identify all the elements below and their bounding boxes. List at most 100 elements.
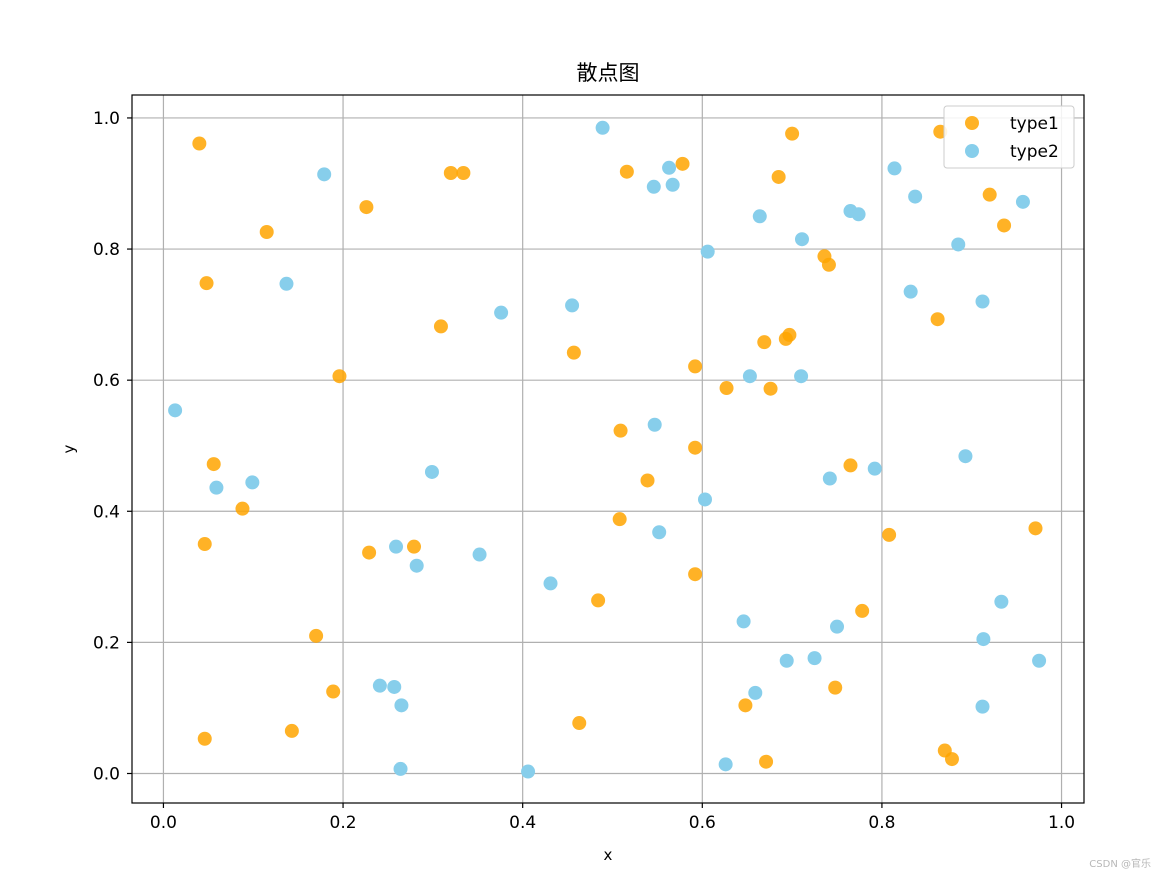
type2-point: [742, 369, 757, 384]
grid-lines: [132, 95, 1084, 803]
type1-point: [828, 680, 843, 695]
x-tick-label: 0.8: [868, 813, 895, 833]
type1-point: [197, 537, 212, 552]
type1-point: [688, 359, 703, 374]
type1-point: [785, 126, 800, 141]
type1-point: [640, 473, 655, 488]
type2-point: [903, 284, 918, 299]
type2-point: [409, 558, 424, 573]
type2-point: [958, 449, 973, 464]
type1-point: [309, 628, 324, 643]
type1-point: [206, 457, 221, 472]
type2-point: [822, 471, 837, 486]
type2-point: [951, 237, 966, 252]
type2-point: [887, 161, 902, 176]
type2-point: [393, 761, 408, 776]
type1-point: [997, 218, 1012, 233]
type1-point: [612, 512, 627, 527]
y-tick-label: 0.2: [93, 633, 120, 653]
type1-point: [1028, 521, 1043, 536]
y-tick-label: 0.6: [93, 371, 120, 391]
y-tick-label: 0.4: [93, 502, 120, 522]
type1-point: [456, 166, 471, 181]
type1-point: [688, 440, 703, 455]
type2-point: [472, 547, 487, 562]
x-tick-label: 1.0: [1048, 813, 1075, 833]
type2-point: [867, 461, 882, 476]
type1-point: [192, 136, 207, 151]
type2-point: [652, 525, 667, 540]
x-axis-label: x: [604, 846, 613, 864]
type2-point: [700, 244, 715, 259]
type2-point: [494, 305, 509, 320]
type2-point: [697, 492, 712, 507]
legend-label-type2: type2: [1010, 142, 1059, 162]
type2-point: [209, 480, 224, 495]
type2-point: [565, 298, 580, 313]
type1-point: [675, 156, 690, 171]
x-tick-label: 0.0: [150, 813, 177, 833]
type1-point: [613, 423, 628, 438]
type1-point: [944, 752, 959, 767]
chart-title: 散点图: [577, 61, 640, 85]
type1-point: [719, 381, 734, 396]
type2-point: [543, 576, 558, 591]
type2-point: [851, 207, 866, 222]
type2-point: [1032, 653, 1047, 668]
type2-point: [168, 403, 183, 418]
type1-point: [199, 276, 214, 291]
type1-point: [688, 567, 703, 582]
type2-point: [794, 232, 809, 247]
type1-point: [443, 166, 458, 181]
type1-point: [197, 731, 212, 746]
type1-point: [332, 369, 347, 384]
type1-point: [759, 754, 774, 769]
y-axis-label: y: [60, 444, 78, 453]
type1-point: [566, 345, 581, 360]
type1-point: [882, 527, 897, 542]
type1-point: [235, 501, 250, 516]
type1-point: [572, 716, 587, 731]
type2-point: [994, 594, 1009, 609]
type1-point: [930, 312, 945, 327]
type1-point: [591, 593, 606, 608]
type2-point: [748, 685, 763, 700]
type1-point: [362, 545, 377, 560]
type2-point: [665, 177, 680, 192]
data-points: [168, 120, 1047, 779]
type2-point: [908, 189, 923, 204]
type1-point: [855, 603, 870, 618]
legend-marker-type1: [965, 116, 979, 130]
y-tick-label: 1.0: [93, 109, 120, 129]
y-tick-label: 0.8: [93, 240, 120, 260]
type1-point: [326, 684, 341, 699]
type2-point: [1015, 194, 1030, 209]
type2-point: [752, 209, 767, 224]
type1-point: [259, 225, 274, 240]
type1-point: [982, 187, 997, 202]
type1-point: [821, 257, 836, 272]
type2-point: [975, 699, 990, 714]
x-tick-label: 0.4: [509, 813, 536, 833]
type2-point: [372, 678, 387, 693]
type2-point: [389, 539, 404, 554]
type1-point: [843, 458, 858, 473]
type2-point: [718, 757, 733, 772]
type1-point: [359, 200, 374, 215]
legend: type1 type2: [943, 105, 1075, 169]
type2-point: [646, 179, 661, 194]
type1-point: [284, 723, 299, 738]
type2-point: [976, 632, 991, 647]
type1-point: [757, 335, 772, 350]
type2-point: [595, 120, 610, 135]
type2-point: [975, 294, 990, 309]
type2-point: [394, 698, 409, 713]
x-tick-label: 0.6: [689, 813, 716, 833]
type2-point: [424, 464, 439, 479]
type2-point: [279, 276, 294, 291]
type1-point: [763, 381, 778, 396]
x-tick-label: 0.2: [330, 813, 357, 833]
type1-point: [738, 698, 753, 713]
type2-point: [779, 653, 794, 668]
